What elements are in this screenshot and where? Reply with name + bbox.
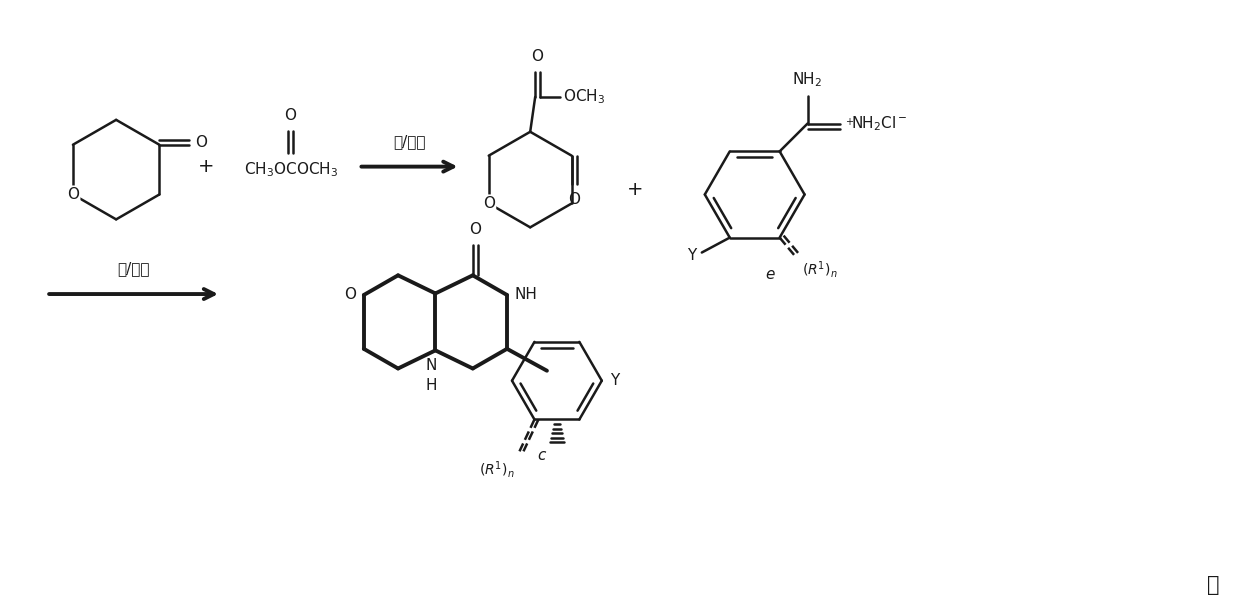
Text: $^+$: $^+$	[843, 117, 854, 130]
Text: NH: NH	[515, 288, 538, 303]
Text: O: O	[67, 187, 79, 202]
Text: 碱/溶剂: 碱/溶剂	[393, 133, 425, 149]
Text: H: H	[425, 378, 438, 393]
Text: OCH$_3$: OCH$_3$	[563, 88, 605, 106]
Text: c: c	[538, 448, 546, 463]
Text: NH$_2$Cl$^-$: NH$_2$Cl$^-$	[852, 114, 908, 133]
Text: CH$_3$OCOCH$_3$: CH$_3$OCOCH$_3$	[243, 160, 337, 179]
Text: NH$_2$: NH$_2$	[792, 70, 822, 89]
Text: O: O	[343, 288, 356, 303]
Text: 碱/溶剂: 碱/溶剂	[118, 261, 150, 276]
Text: O: O	[469, 222, 481, 237]
Text: N: N	[425, 358, 438, 373]
Text: O: O	[482, 196, 495, 211]
Text: O: O	[195, 135, 207, 150]
Text: O: O	[531, 49, 543, 64]
Text: 。: 。	[1208, 574, 1220, 595]
Text: O: O	[284, 108, 296, 123]
Text: +: +	[626, 180, 644, 199]
Text: $(R^1)_n$: $(R^1)_n$	[801, 260, 837, 280]
Text: e: e	[765, 266, 774, 281]
Text: $(R^1)_n$: $(R^1)_n$	[479, 459, 515, 480]
Text: +: +	[197, 157, 215, 176]
Text: Y: Y	[687, 248, 696, 263]
Text: O: O	[568, 191, 579, 207]
Text: Y: Y	[610, 373, 619, 388]
